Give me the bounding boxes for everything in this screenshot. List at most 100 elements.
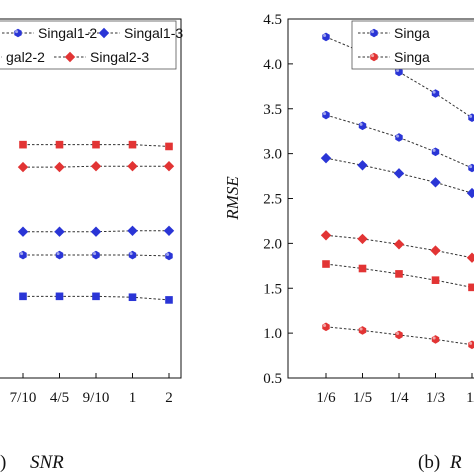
left-series-4-point-3	[128, 140, 137, 149]
right-series-0-point-2	[395, 67, 403, 77]
left-legend-entry-3-marker	[64, 51, 76, 63]
right-series-2-point-3	[431, 147, 440, 157]
left-caption-prefix: )	[0, 452, 6, 473]
right-series-5-point-2	[395, 270, 403, 278]
left-series-3-point-0	[17, 161, 29, 173]
right-series-2-point-2	[395, 133, 403, 142]
left-series-0-point-0	[19, 250, 27, 260]
right-series-3-line	[325, 157, 473, 194]
left-plot-area	[0, 18, 182, 379]
right-series-2-point-0	[322, 110, 330, 120]
left-legend: Singal1-2 Singal1-3 gal2-2 Singal2-3	[0, 20, 183, 70]
right-x-tick-label-1: 1/5	[353, 390, 372, 406]
left-series-5-point-1	[55, 292, 64, 301]
right-chart-panel: Singa Singa 0.5 1.0 1.5 2.0 2.5 3.0 3.5 4.0 4.5 1…	[223, 12, 474, 473]
left-series-5-point-0	[19, 292, 27, 301]
right-plot-area	[287, 18, 474, 379]
right-caption: (b) R	[418, 452, 462, 473]
right-series-3-point-0	[320, 152, 332, 164]
right-series-5-point-4	[468, 283, 474, 292]
right-axes-frame	[287, 18, 474, 379]
right-x-tick-label-2: 1/4	[389, 390, 409, 406]
right-legend-entry-1-label: Singa	[394, 49, 430, 65]
left-x-tick-label-2: 9/10	[83, 390, 110, 406]
right-series-6-point-1	[358, 326, 367, 335]
right-caption-prefix: (b)	[418, 452, 440, 473]
right-legend-entry-1-marker	[370, 52, 378, 62]
left-x-tick-label-4: 2	[165, 390, 173, 406]
right-series-0-point-3	[431, 89, 440, 98]
right-series-4-point-0	[320, 230, 332, 241]
right-y-tick-label-1: 1.0	[263, 326, 282, 342]
right-series-0-point-0	[322, 32, 330, 42]
left-series-4-point-4	[165, 142, 173, 151]
right-y-tick-label-5: 3.0	[263, 147, 282, 163]
right-y-tick-label-6: 3.5	[263, 102, 282, 118]
left-series-5-point-3	[128, 293, 137, 302]
left-x-tick-labels: 7/10 4/5 9/10 1 2	[10, 390, 173, 406]
right-y-tick-labels: 0.5 1.0 1.5 2.0 2.5 3.0 3.5 4.0 4.5	[263, 12, 282, 387]
right-series-5	[322, 260, 474, 292]
left-series-4	[19, 140, 173, 151]
left-series-5-point-2	[92, 292, 100, 301]
left-legend-entry-1: Singal1-3	[88, 25, 183, 41]
left-legend-entry-0-marker	[14, 28, 22, 38]
right-caption-variable: R	[449, 452, 462, 473]
right-x-tick-label-4: 1/	[466, 390, 474, 406]
right-series-6	[322, 322, 474, 350]
left-legend-entry-2-label: gal2-2	[6, 49, 45, 65]
left-series-1-point-3	[127, 225, 138, 237]
left-x-tick-label-0: 7/10	[10, 390, 37, 406]
left-series-0-point-1	[55, 250, 64, 260]
left-legend-entry-3-label: Singal2-3	[90, 49, 149, 65]
right-x-tick-label-0: 1/6	[316, 390, 336, 406]
right-series-2-point-4	[468, 163, 474, 173]
left-series-3-point-4	[163, 160, 175, 172]
left-series-1-point-0	[17, 226, 29, 237]
right-y-tick-label-2: 1.5	[263, 281, 282, 297]
left-series-3-point-2	[90, 160, 102, 172]
right-series-4-point-1	[357, 233, 368, 245]
right-series-5-point-1	[358, 264, 367, 273]
left-series-1-point-2	[90, 226, 102, 237]
right-legend: Singa Singa	[351, 20, 474, 70]
right-series-4-point-4	[466, 252, 474, 263]
right-series-4-point-2	[393, 239, 405, 250]
right-y-tick-label-4: 2.5	[263, 192, 282, 208]
left-series-1-point-1	[54, 226, 65, 237]
right-series-6-point-4	[468, 340, 474, 350]
left-series-0	[19, 250, 173, 261]
right-y-tick-label-8: 4.5	[263, 12, 282, 28]
right-x-tick-labels: 1/6 1/5 1/4 1/3 1/	[316, 390, 474, 406]
left-legend-entry-2: gal2-2	[0, 49, 45, 65]
left-series-1	[17, 225, 175, 237]
right-series-2	[322, 110, 474, 173]
right-series-5-point-0	[322, 260, 330, 268]
left-caption: ) SNR	[0, 452, 64, 473]
left-legend-entry-1-label: Singal1-3	[124, 25, 183, 41]
left-chart-panel: Singal1-2 Singal1-3 gal2-2 Singal2-3 7/10 4/…	[0, 18, 183, 473]
right-series-4	[320, 230, 474, 263]
right-legend-entry-0-label: Singa	[394, 25, 430, 41]
left-series-0-point-3	[128, 250, 137, 260]
right-series-5-point-3	[431, 276, 440, 284]
right-series-3-point-3	[430, 177, 441, 188]
right-series-3-point-2	[393, 168, 405, 179]
right-series-6-point-2	[395, 330, 403, 340]
left-axes-frame	[0, 18, 182, 379]
right-series-0-point-4	[468, 113, 474, 123]
left-series-0-point-2	[92, 250, 100, 260]
right-y-tick-label-0: 0.5	[263, 371, 282, 387]
left-x-tick-label-1: 4/5	[50, 390, 69, 406]
left-series-3-point-3	[127, 160, 138, 172]
left-series-4-point-1	[55, 140, 64, 149]
left-series-4-point-2	[92, 140, 100, 149]
left-series-1-point-4	[163, 225, 175, 237]
right-y-tick-label-3: 2.0	[263, 236, 282, 252]
right-y-axis-title: RMSE	[223, 176, 242, 221]
left-series-3	[17, 160, 175, 173]
right-series-3-point-4	[466, 187, 474, 199]
right-series-3	[320, 152, 474, 199]
left-legend-entry-3: Singal2-3	[54, 49, 149, 65]
